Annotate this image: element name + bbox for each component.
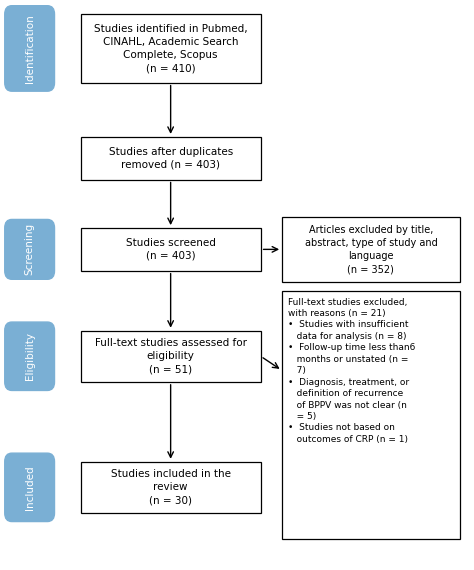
Text: Studies included in the
review
(n = 30): Studies included in the review (n = 30) <box>110 469 231 506</box>
FancyBboxPatch shape <box>5 322 55 390</box>
FancyBboxPatch shape <box>81 331 261 382</box>
Text: Full-text studies assessed for
eligibility
(n = 51): Full-text studies assessed for eligibili… <box>95 338 246 374</box>
Text: Screening: Screening <box>25 223 35 275</box>
Text: Articles excluded by title,
abstract, type of study and
language
(n = 352): Articles excluded by title, abstract, ty… <box>304 225 438 274</box>
FancyBboxPatch shape <box>282 217 460 282</box>
Text: Included: Included <box>25 465 35 510</box>
Text: Identification: Identification <box>25 14 35 83</box>
FancyBboxPatch shape <box>81 137 261 180</box>
FancyBboxPatch shape <box>81 14 261 83</box>
Text: Studies screened
(n = 403): Studies screened (n = 403) <box>126 238 216 261</box>
Text: Studies identified in Pubmed,
CINAHL, Academic Search
Complete, Scopus
(n = 410): Studies identified in Pubmed, CINAHL, Ac… <box>94 23 247 74</box>
FancyBboxPatch shape <box>5 6 55 91</box>
FancyBboxPatch shape <box>5 219 55 279</box>
Text: Full-text studies excluded,
with reasons (n = 21)
•  Studies with insufficient
 : Full-text studies excluded, with reasons… <box>288 298 416 444</box>
FancyBboxPatch shape <box>5 453 55 522</box>
FancyBboxPatch shape <box>282 291 460 539</box>
Text: Studies after duplicates
removed (n = 403): Studies after duplicates removed (n = 40… <box>109 146 233 170</box>
Text: Eligibility: Eligibility <box>25 332 35 380</box>
FancyBboxPatch shape <box>81 228 261 271</box>
FancyBboxPatch shape <box>81 462 261 513</box>
